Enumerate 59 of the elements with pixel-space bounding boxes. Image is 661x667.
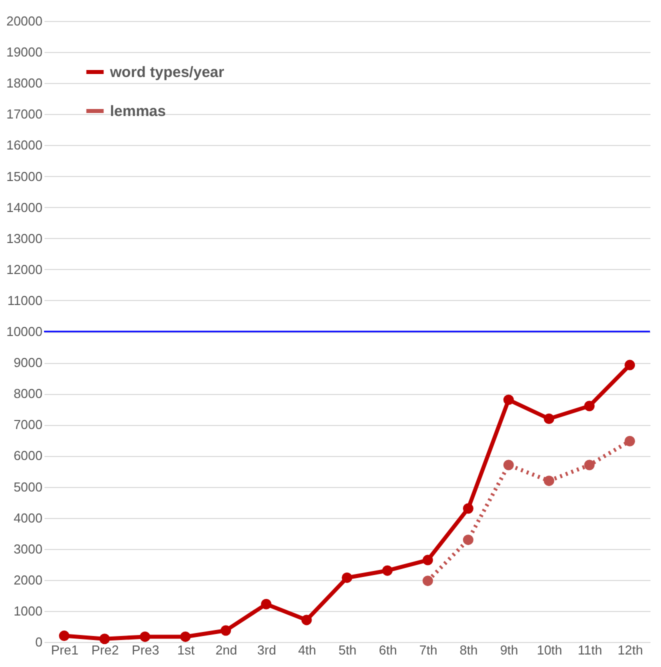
y-tick-label: 16000 [6,138,42,153]
point [301,614,312,626]
y-tick-label: 15000 [6,168,42,184]
y-tick-label: 19000 [6,44,42,60]
point [58,630,70,642]
x-tick-label: 8th [460,642,478,658]
x-tick-label: 5th [338,642,357,658]
x-tick-label: 3rd [257,642,276,658]
point [503,460,514,470]
y-tick-label: 11000 [7,292,42,308]
point [584,460,595,470]
point [422,554,434,566]
x-tick-label: 10th [536,642,562,658]
y-tick-label: 8000 [14,386,42,402]
y-tick-label: 18000 [6,76,42,91]
point [180,631,191,642]
y-tick-label: 0 [35,634,42,650]
y-tick-label: 10000 [6,324,42,339]
y-tick-label: 12000 [6,262,42,277]
point [584,400,595,412]
y-tick-label: 5000 [14,479,42,494]
x-tick-label: 9th [500,642,518,658]
y-tick-label: 7000 [14,417,42,432]
legend-label: lemmas [110,103,166,120]
point [503,394,514,406]
point [544,476,554,486]
y-tick-label: 6000 [14,448,42,464]
y-tick-label: 4000 [14,510,42,526]
point [342,572,352,583]
x-tick-label: 4th [298,642,316,658]
y-tick-label: 2000 [14,572,42,588]
legend-label: word types/year [109,64,224,81]
point [544,414,554,424]
point [624,360,636,370]
x-tick-label: 11th [578,642,602,658]
y-tick-label: 17000 [6,106,42,122]
point [624,436,636,446]
point [422,576,434,586]
y-tick-label: 9000 [14,355,42,370]
x-tick-label: 2nd [215,642,238,658]
point [462,503,474,514]
x-tick-label: Pre3 [132,642,160,658]
y-tick-label: 20000 [6,14,42,28]
x-tick-label: 12th [618,642,643,658]
x-tick-label: 6th [378,642,397,658]
x-tick-label: 7th [419,642,438,658]
y-tick-label: 1000 [14,603,42,618]
point [140,631,150,642]
y-tick-label: 14000 [6,200,42,215]
y-tick-label: 3000 [14,541,42,556]
point [220,625,232,636]
point [260,598,272,610]
y-tick-label: 13000 [6,230,42,246]
point [382,565,393,576]
x-tick-label: Pre1 [50,642,78,658]
x-tick-label: Pre2 [91,642,119,658]
x-tick-label: 1st [177,642,195,658]
point [99,634,110,644]
point [462,534,474,546]
